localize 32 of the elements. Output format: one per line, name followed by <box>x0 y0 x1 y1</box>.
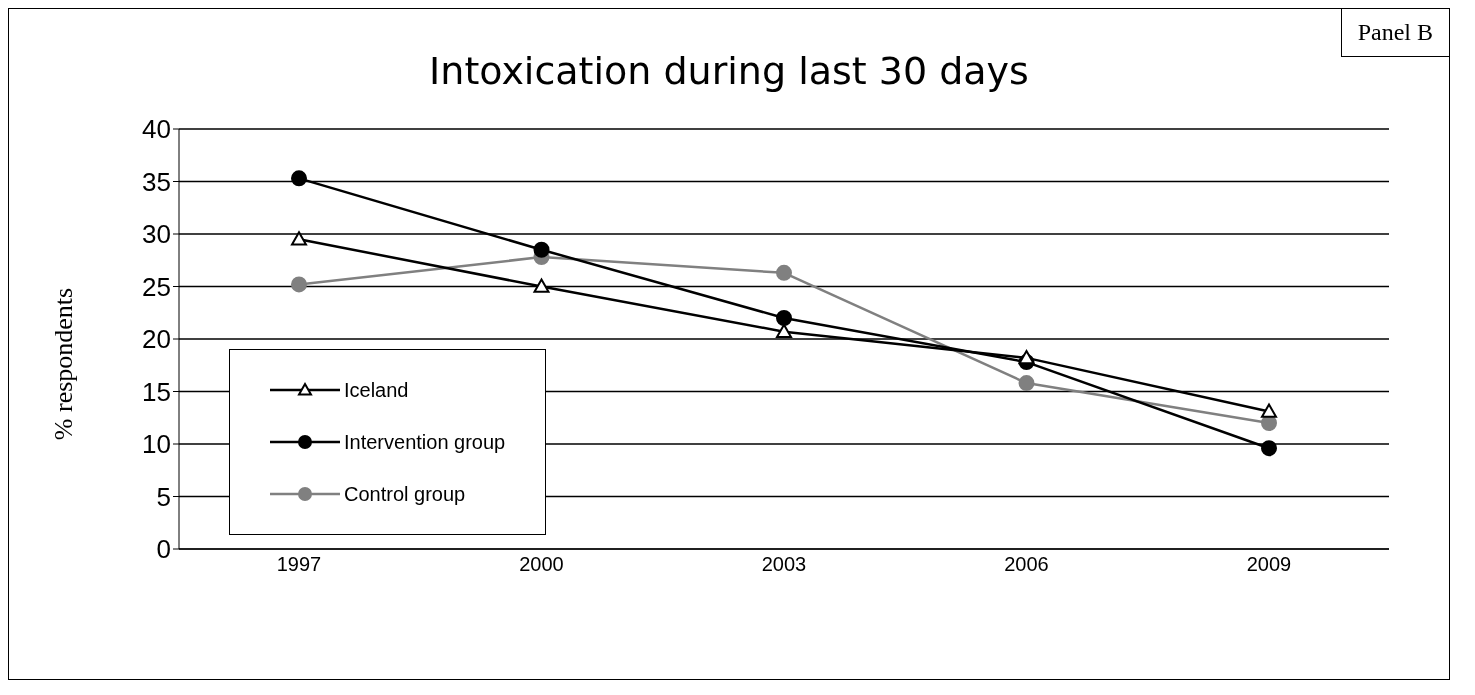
y-tick-label: 15 <box>142 376 171 407</box>
y-tick-label: 35 <box>142 166 171 197</box>
point <box>291 276 307 293</box>
y-tick-label: 10 <box>142 429 171 460</box>
x-tick-label: 2003 <box>761 553 807 576</box>
point <box>533 241 550 258</box>
point <box>1018 349 1035 365</box>
point <box>776 323 792 338</box>
y-tick-label: 5 <box>156 481 171 512</box>
legend-label: Intervention group <box>344 430 506 454</box>
point <box>1018 375 1035 392</box>
point <box>291 170 307 187</box>
point <box>1261 440 1277 457</box>
x-tick-label: 2006 <box>1004 553 1049 576</box>
legend-label: Iceland <box>344 378 409 402</box>
x-tick-label: 1997 <box>276 553 322 576</box>
y-tick-label: 30 <box>142 219 171 250</box>
point <box>776 264 792 281</box>
text: Panel B <box>1340 9 1449 57</box>
point <box>1261 403 1277 418</box>
y-tick-label: 40 <box>142 114 171 145</box>
point <box>776 310 792 326</box>
legend-label: Control group <box>344 482 466 506</box>
point <box>291 231 307 246</box>
chart-title: Intoxication during last 30 days <box>428 49 1030 93</box>
y-tick-label: 25 <box>142 271 171 302</box>
x-tick-label: 2009 <box>1246 553 1292 576</box>
y-axis-title: % respondents <box>49 287 79 441</box>
x-tick-label: 2000 <box>519 553 564 576</box>
y-tick-label: 20 <box>142 324 171 355</box>
point <box>533 278 550 293</box>
y-tick-label: 0 <box>156 534 171 565</box>
